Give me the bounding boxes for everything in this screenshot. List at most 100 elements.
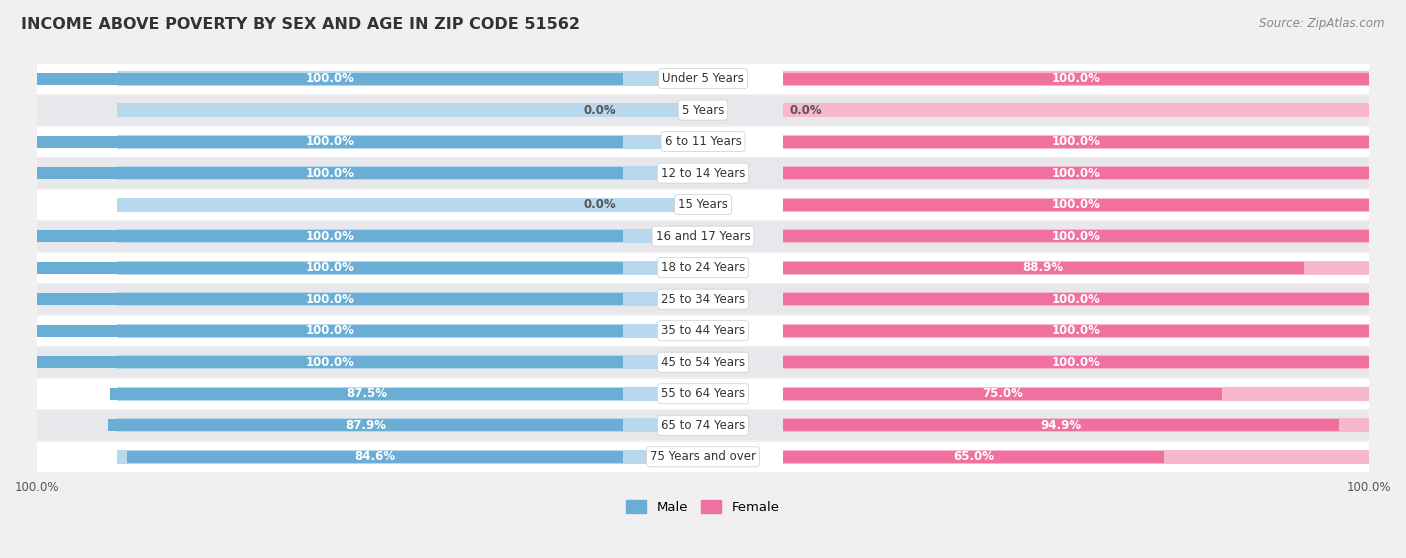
- Text: 100.0%: 100.0%: [305, 135, 354, 148]
- Bar: [783, 199, 1369, 210]
- Bar: [783, 451, 1164, 463]
- Bar: [37, 356, 623, 368]
- Text: 87.9%: 87.9%: [344, 419, 387, 432]
- Bar: [783, 419, 1339, 431]
- Bar: [37, 325, 623, 336]
- Text: Under 5 Years: Under 5 Years: [662, 72, 744, 85]
- Bar: [117, 355, 703, 369]
- Text: 45 to 54 Years: 45 to 54 Years: [661, 356, 745, 369]
- Bar: [783, 229, 1369, 243]
- Text: 100.0%: 100.0%: [305, 230, 354, 243]
- Text: 100.0%: 100.0%: [305, 72, 354, 85]
- Text: 6 to 11 Years: 6 to 11 Years: [665, 135, 741, 148]
- Legend: Male, Female: Male, Female: [621, 494, 785, 519]
- Text: 100.0%: 100.0%: [1052, 293, 1101, 306]
- Bar: [117, 324, 703, 338]
- Bar: [783, 166, 1369, 180]
- Text: 16 and 17 Years: 16 and 17 Years: [655, 230, 751, 243]
- Text: 5 Years: 5 Years: [682, 104, 724, 117]
- Bar: [783, 73, 1369, 85]
- Bar: [117, 450, 703, 464]
- Text: 0.0%: 0.0%: [583, 198, 616, 211]
- Bar: [783, 324, 1369, 338]
- Bar: [783, 387, 1369, 401]
- Bar: [37, 73, 623, 85]
- Bar: [37, 221, 1369, 251]
- Bar: [783, 71, 1369, 85]
- Bar: [37, 293, 623, 305]
- Bar: [783, 230, 1369, 242]
- Bar: [783, 103, 1369, 117]
- Text: 100.0%: 100.0%: [1052, 198, 1101, 211]
- Bar: [37, 379, 1369, 409]
- Text: 100.0%: 100.0%: [1052, 72, 1101, 85]
- Text: 12 to 14 Years: 12 to 14 Years: [661, 167, 745, 180]
- Text: 100.0%: 100.0%: [1052, 324, 1101, 337]
- Bar: [37, 253, 1369, 283]
- Text: 35 to 44 Years: 35 to 44 Years: [661, 324, 745, 337]
- Bar: [783, 388, 1222, 400]
- Text: 25 to 34 Years: 25 to 34 Years: [661, 293, 745, 306]
- Bar: [37, 262, 623, 273]
- Text: 100.0%: 100.0%: [305, 356, 354, 369]
- Text: 100.0%: 100.0%: [1052, 356, 1101, 369]
- Bar: [37, 167, 623, 179]
- Text: Source: ZipAtlas.com: Source: ZipAtlas.com: [1260, 17, 1385, 30]
- Bar: [783, 198, 1369, 211]
- Bar: [783, 261, 1369, 275]
- Text: 75 Years and over: 75 Years and over: [650, 450, 756, 463]
- Text: 0.0%: 0.0%: [790, 104, 823, 117]
- Bar: [37, 158, 1369, 188]
- Text: 65.0%: 65.0%: [953, 450, 994, 463]
- Bar: [37, 230, 623, 242]
- Text: 100.0%: 100.0%: [305, 261, 354, 274]
- Bar: [37, 136, 623, 147]
- Text: 75.0%: 75.0%: [983, 387, 1024, 400]
- Text: 100.0%: 100.0%: [305, 293, 354, 306]
- Bar: [37, 284, 1369, 314]
- Text: 100.0%: 100.0%: [1052, 135, 1101, 148]
- Bar: [783, 136, 1369, 147]
- Bar: [37, 442, 1369, 472]
- Bar: [37, 347, 1369, 377]
- Bar: [108, 419, 623, 431]
- Bar: [783, 292, 1369, 306]
- Bar: [117, 229, 703, 243]
- Bar: [783, 418, 1369, 432]
- Bar: [783, 450, 1369, 464]
- Bar: [783, 262, 1303, 273]
- Text: 84.6%: 84.6%: [354, 450, 396, 463]
- Bar: [37, 127, 1369, 157]
- Text: 18 to 24 Years: 18 to 24 Years: [661, 261, 745, 274]
- Bar: [111, 388, 623, 400]
- Bar: [117, 198, 703, 211]
- Text: 15 Years: 15 Years: [678, 198, 728, 211]
- Text: 87.5%: 87.5%: [346, 387, 387, 400]
- Bar: [117, 292, 703, 306]
- Bar: [37, 190, 1369, 220]
- Bar: [37, 316, 1369, 346]
- Bar: [117, 103, 703, 117]
- Bar: [117, 166, 703, 180]
- Text: 88.9%: 88.9%: [1022, 261, 1064, 274]
- Bar: [117, 71, 703, 85]
- Bar: [783, 355, 1369, 369]
- Text: 55 to 64 Years: 55 to 64 Years: [661, 387, 745, 400]
- Text: 65 to 74 Years: 65 to 74 Years: [661, 419, 745, 432]
- Bar: [783, 134, 1369, 148]
- Text: 100.0%: 100.0%: [1052, 167, 1101, 180]
- Bar: [783, 325, 1369, 336]
- Bar: [128, 451, 623, 463]
- Text: INCOME ABOVE POVERTY BY SEX AND AGE IN ZIP CODE 51562: INCOME ABOVE POVERTY BY SEX AND AGE IN Z…: [21, 17, 581, 32]
- Bar: [117, 387, 703, 401]
- Bar: [783, 293, 1369, 305]
- Text: 100.0%: 100.0%: [305, 324, 354, 337]
- Bar: [37, 64, 1369, 94]
- Bar: [37, 95, 1369, 125]
- Bar: [117, 134, 703, 148]
- Text: 94.9%: 94.9%: [1040, 419, 1081, 432]
- Bar: [783, 356, 1369, 368]
- Bar: [117, 418, 703, 432]
- Bar: [37, 410, 1369, 440]
- Text: 0.0%: 0.0%: [583, 104, 616, 117]
